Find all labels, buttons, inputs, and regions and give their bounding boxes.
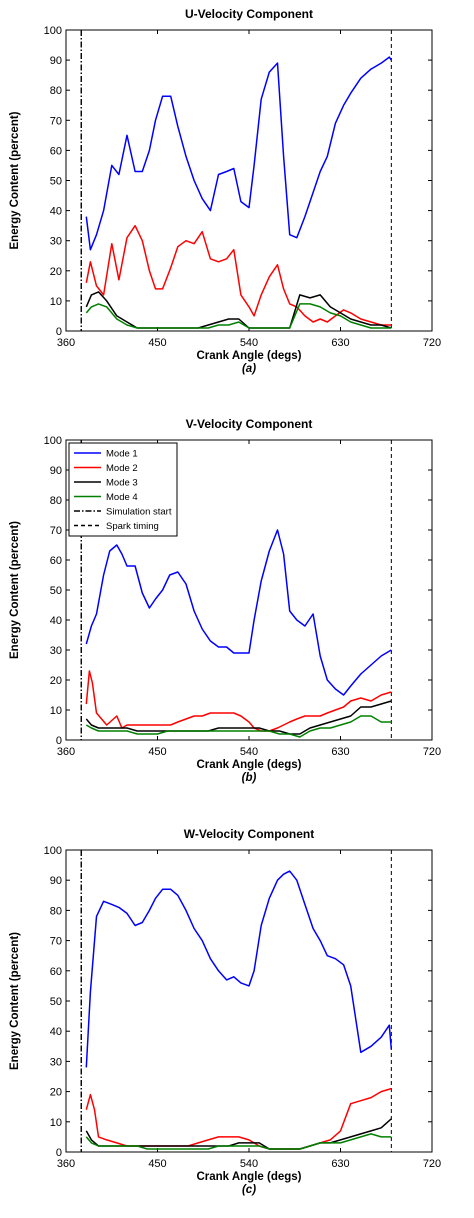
y-tick-label: 0	[56, 735, 62, 747]
y-tick-label: 20	[50, 266, 62, 278]
y-tick-label: 40	[50, 615, 62, 627]
legend-entry-label: Spark timing	[106, 521, 159, 532]
y-tick-label: 100	[44, 25, 62, 37]
series-line-mode-2	[85, 224, 392, 326]
y-axis-label: Energy Content (percent)	[9, 932, 21, 1070]
legend-entry-label: Mode 1	[106, 449, 138, 460]
series-line-mode-4	[85, 715, 392, 738]
y-tick-label: 20	[50, 1087, 62, 1099]
y-tick-label: 10	[50, 705, 62, 717]
y-tick-label: 70	[50, 936, 62, 948]
y-tick-label: 90	[50, 465, 62, 477]
x-tick-label: 630	[331, 746, 349, 758]
panel-label: (c)	[242, 1184, 256, 1196]
y-tick-label: 30	[50, 1056, 62, 1068]
y-tick-label: 0	[56, 326, 62, 338]
y-tick-label: 60	[50, 555, 62, 567]
x-tick-label: 720	[423, 337, 441, 349]
chart-title: W-Velocity Component	[184, 827, 314, 841]
x-tick-label: 360	[57, 1158, 75, 1170]
panel-label: (a)	[242, 363, 256, 375]
x-tick-label: 540	[240, 337, 258, 349]
y-tick-label: 60	[50, 145, 62, 157]
y-tick-label: 80	[50, 905, 62, 917]
series-line-mode-4	[85, 303, 392, 329]
series-line-mode-1	[85, 56, 392, 251]
y-tick-label: 70	[50, 525, 62, 537]
x-tick-label: 360	[57, 337, 75, 349]
legend-entry-label: Mode 4	[106, 492, 138, 503]
x-tick-label: 630	[331, 1158, 349, 1170]
series-line-mode-2	[85, 1087, 392, 1150]
y-tick-label: 50	[50, 996, 62, 1008]
chart-title: V-Velocity Component	[186, 417, 313, 431]
y-tick-label: 40	[50, 1026, 62, 1038]
x-axis-label: Crank Angle (degs)	[196, 1171, 301, 1183]
x-tick-label: 540	[240, 746, 258, 758]
y-tick-label: 40	[50, 206, 62, 218]
legend-entry-label: Mode 3	[106, 478, 138, 489]
legend-entry-label: Simulation start	[106, 507, 172, 518]
y-axis-label: Energy Content (percent)	[9, 521, 21, 659]
y-tick-label: 50	[50, 176, 62, 188]
chart-panel-1: U-Velocity Component 0 10 20 30 40 50 60 70 80 90 1…	[9, 7, 441, 375]
y-tick-label: 50	[50, 585, 62, 597]
chart-panel-3: W-Velocity Component 0 10 20 30 40 50 60 70 80 90 1…	[9, 827, 441, 1196]
legend-entry-label: Mode 2	[106, 463, 138, 474]
y-tick-label: 10	[50, 1117, 62, 1129]
series-line-mode-3	[85, 700, 392, 735]
x-axis-label: Crank Angle (degs)	[196, 350, 301, 362]
chart-title: U-Velocity Component	[185, 7, 313, 21]
x-tick-label: 450	[148, 746, 166, 758]
series-line-mode-4	[85, 1133, 392, 1150]
x-tick-label: 720	[423, 746, 441, 758]
panel-label: (b)	[242, 772, 257, 784]
y-tick-label: 100	[44, 435, 62, 447]
chart-panel-2: V-Velocity Component 0 10 20 30 40 50 60 70 80 90 1…	[9, 417, 441, 784]
x-tick-label: 360	[57, 746, 75, 758]
y-tick-label: 10	[50, 296, 62, 308]
x-tick-label: 540	[240, 1158, 258, 1170]
series-line-mode-1	[85, 870, 393, 1068]
y-tick-label: 20	[50, 675, 62, 687]
plot-frame	[65, 849, 433, 1153]
y-tick-label: 30	[50, 645, 62, 657]
x-tick-label: 450	[148, 1158, 166, 1170]
y-tick-label: 80	[50, 85, 62, 97]
x-tick-label: 450	[148, 337, 166, 349]
series-line-mode-1	[85, 529, 392, 696]
plot-frame	[65, 29, 433, 332]
y-tick-label: 90	[50, 55, 62, 67]
y-tick-label: 0	[56, 1147, 62, 1159]
y-tick-label: 80	[50, 495, 62, 507]
x-tick-label: 630	[331, 337, 349, 349]
legend: Mode 1 Mode 2 Mode 3 Mode 4 Simulation start…	[68, 442, 178, 537]
y-tick-label: 60	[50, 966, 62, 978]
x-tick-label: 720	[423, 1158, 441, 1170]
legend-box	[68, 442, 178, 537]
y-axis-label: Energy Content (percent)	[9, 111, 21, 249]
series-line-mode-3	[85, 1118, 392, 1150]
series-line-mode-3	[85, 291, 392, 329]
y-tick-label: 70	[50, 115, 62, 127]
x-axis-label: Crank Angle (degs)	[196, 759, 301, 771]
series-line-mode-2	[85, 670, 392, 732]
y-tick-label: 100	[44, 845, 62, 857]
y-tick-label: 30	[50, 236, 62, 248]
y-tick-label: 90	[50, 875, 62, 887]
